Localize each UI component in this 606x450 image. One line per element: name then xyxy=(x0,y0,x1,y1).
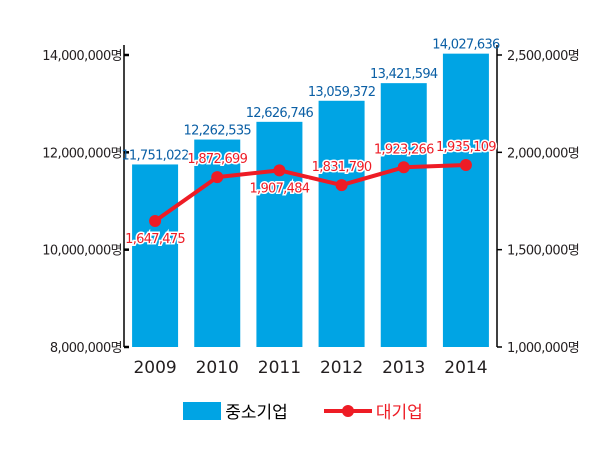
x-tick-label: 2014 xyxy=(444,358,487,378)
bar-2010 xyxy=(194,139,241,347)
line-value-label: 1,923,266 xyxy=(374,142,434,157)
legend-bar-swatch xyxy=(183,401,222,420)
line-point-2013 xyxy=(397,161,410,174)
legend-item-bar: 중소기업 xyxy=(183,398,288,423)
bar-value-label: 11,751,022 xyxy=(121,148,188,163)
line-series-path xyxy=(153,162,466,223)
x-tick-label: 2009 xyxy=(133,358,176,378)
legend-line-swatch xyxy=(323,402,372,420)
bar-value-label: 12,262,535 xyxy=(184,124,252,139)
bar-2014 xyxy=(442,53,489,347)
line-value-label: 1,831,790 xyxy=(312,160,372,175)
line-value-label: 1,872,699 xyxy=(187,152,247,167)
right-tick-label: 2,500,000명 xyxy=(507,49,579,64)
line-point-2012 xyxy=(335,179,348,192)
bar-2013 xyxy=(380,83,427,347)
bar-2011 xyxy=(256,121,303,347)
line-point-2014 xyxy=(459,158,472,171)
line-point-2009 xyxy=(149,214,162,227)
right-tick-label: 2,000,000명 xyxy=(507,146,579,161)
left-tick-label: 8,000,000명 xyxy=(50,341,122,356)
left-tick-label: 10,000,000명 xyxy=(42,244,122,259)
line-point-2010 xyxy=(211,171,224,184)
line-point-2011 xyxy=(273,164,286,177)
bar-value-label: 12,626,746 xyxy=(246,106,314,121)
x-tick-label: 2010 xyxy=(196,358,239,378)
legend-bar-label: 중소기업 xyxy=(225,403,288,423)
right-tick-label: 1,000,000명 xyxy=(507,341,579,356)
legend-item-line: 대기업 xyxy=(323,398,423,423)
line-value-label: 1,647,475 xyxy=(125,232,185,247)
legend: 중소기업 대기업 xyxy=(0,398,606,423)
legend-line-label: 대기업 xyxy=(375,403,423,423)
left-tick-label: 12,000,000명 xyxy=(42,146,122,161)
bar-value-label: 13,059,372 xyxy=(308,85,375,100)
right-tick-label: 1,500,000명 xyxy=(507,244,579,259)
x-tick-label: 2011 xyxy=(258,358,301,378)
line-value-label: 1,935,109 xyxy=(436,140,496,155)
line-value-label: 1,907,484 xyxy=(249,181,309,196)
x-tick-label: 2012 xyxy=(320,358,363,378)
bar-value-label: 13,421,594 xyxy=(370,67,438,82)
chart: 8,000,000명 10,000,000명 12,000,000명 14,000,0… xyxy=(42,38,580,378)
bar-2012 xyxy=(318,100,365,348)
bar-2009 xyxy=(132,164,179,347)
bar-value-label: 14,027,636 xyxy=(432,38,500,53)
left-tick-label: 14,000,000명 xyxy=(42,49,122,64)
x-tick-label: 2013 xyxy=(382,358,425,378)
